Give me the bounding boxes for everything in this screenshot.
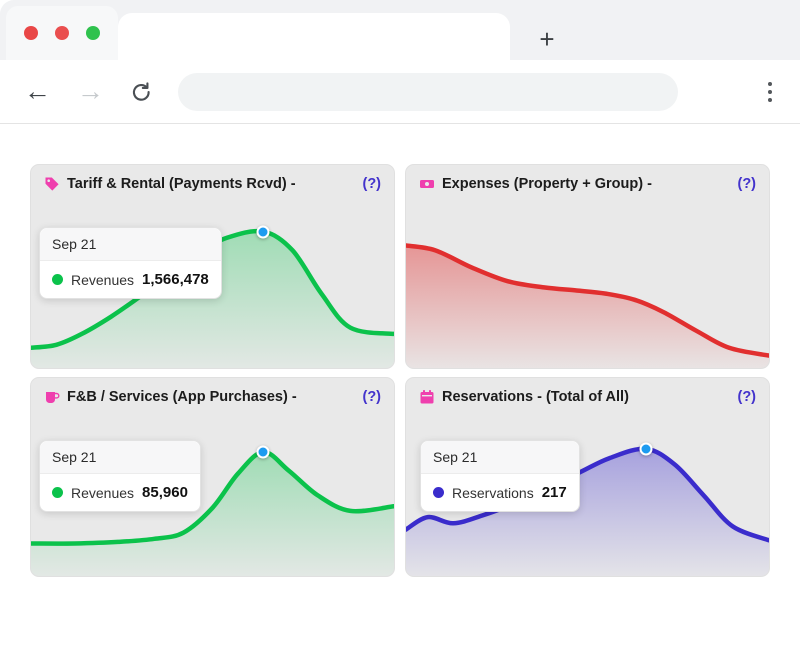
card-header: F&B / Services (App Purchases) - (?) <box>31 378 394 405</box>
tooltip-value: 1,566,478 <box>142 271 209 288</box>
series-dot-icon <box>433 487 444 498</box>
card-title: Reservations - (Total of All) <box>442 389 629 405</box>
forward-icon[interactable]: → <box>77 76 104 106</box>
calendar-icon <box>420 390 434 404</box>
browser-tab[interactable] <box>118 13 510 60</box>
card-title: F&B / Services (App Purchases) - <box>67 389 297 405</box>
address-bar[interactable] <box>178 72 678 111</box>
tooltip-date: Sep 21 <box>40 228 221 261</box>
help-button[interactable]: (?) <box>362 389 381 405</box>
tooltip-date: Sep 21 <box>40 441 200 474</box>
reservations-area-chart[interactable] <box>406 421 769 576</box>
revenue-area-chart[interactable] <box>31 421 394 576</box>
data-point-marker <box>256 225 270 239</box>
cup-icon <box>46 392 60 403</box>
card-header: Tariff & Rental (Payments Rcvd) - (?) <box>31 165 394 192</box>
tooltip-series-label: Revenues <box>71 484 135 501</box>
card-title: Tariff & Rental (Payments Rcvd) - <box>67 176 296 192</box>
card-fnb-services: F&B / Services (App Purchases) - (?) Sep… <box>30 377 395 577</box>
window-close-button[interactable] <box>24 26 38 40</box>
card-expenses: Expenses (Property + Group) - (?) <box>405 164 770 369</box>
address-input[interactable] <box>196 83 660 100</box>
dashboard-grid: Tariff & Rental (Payments Rcvd) - (?) Se… <box>0 124 800 577</box>
browser-menu-icon[interactable] <box>764 78 776 106</box>
window-maximize-button[interactable] <box>86 26 100 40</box>
card-reservations: Reservations - (Total of All) (?) Sep 21… <box>405 377 770 577</box>
chart-tooltip: Sep 21 Reservations 217 <box>420 440 580 512</box>
banknote-icon <box>420 180 434 188</box>
help-button[interactable]: (?) <box>737 176 756 192</box>
chart-tooltip: Sep 21 Revenues 1,566,478 <box>39 227 222 299</box>
data-point-marker <box>256 445 270 459</box>
card-header: Reservations - (Total of All) (?) <box>406 378 769 405</box>
browser-navbar: ← → <box>0 60 800 124</box>
help-button[interactable]: (?) <box>737 389 756 405</box>
window-minimize-button[interactable] <box>55 26 69 40</box>
card-tariff-rental: Tariff & Rental (Payments Rcvd) - (?) Se… <box>30 164 395 369</box>
series-dot-icon <box>52 487 63 498</box>
tag-icon <box>45 177 59 191</box>
tooltip-series-label: Revenues <box>71 271 135 288</box>
tooltip-value: 85,960 <box>142 484 188 501</box>
back-icon[interactable]: ← <box>24 76 51 106</box>
data-point-marker <box>639 442 653 456</box>
browser-tab-strip: + <box>0 0 800 60</box>
series-dot-icon <box>52 274 63 285</box>
window-controls <box>6 6 118 60</box>
new-tab-button[interactable]: + <box>539 23 555 54</box>
expenses-area-chart[interactable] <box>406 213 769 368</box>
tooltip-series-label: Reservations <box>452 484 534 501</box>
help-button[interactable]: (?) <box>362 176 381 192</box>
reload-icon[interactable] <box>130 81 152 103</box>
card-header: Expenses (Property + Group) - (?) <box>406 165 769 192</box>
tooltip-value: 217 <box>541 484 567 501</box>
chart-tooltip: Sep 21 Revenues 85,960 <box>39 440 201 512</box>
tooltip-date: Sep 21 <box>421 441 579 474</box>
card-title: Expenses (Property + Group) - <box>442 176 652 192</box>
